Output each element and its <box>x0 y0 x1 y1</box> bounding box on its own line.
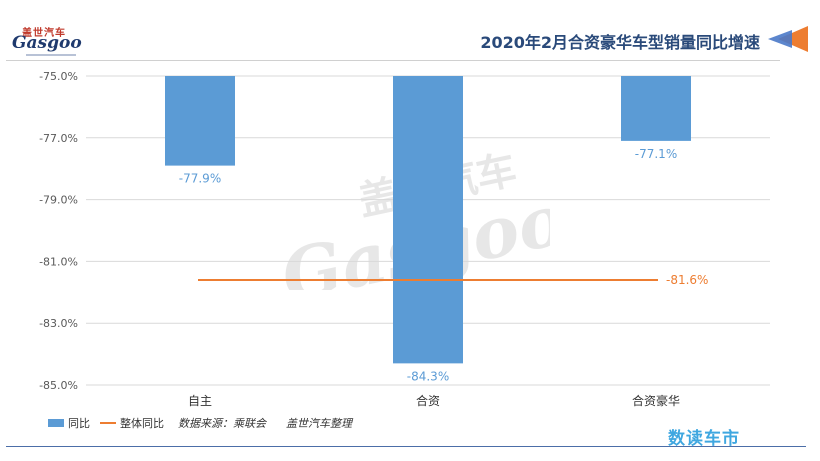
legend-line-label: 整体同比 <box>120 417 164 430</box>
footer-divider <box>6 446 806 447</box>
overall-line-label: -81.6% <box>666 273 708 287</box>
overall-line: -81.6% <box>198 273 708 287</box>
header-divider <box>6 60 780 61</box>
y-axis-ticks: -75.0% -77.0% -79.0% -81.0% -83.0% -85.0% <box>39 70 78 392</box>
y-tick-label: -83.0% <box>39 317 78 330</box>
data-source: 数据来源：乘联会 <box>178 417 266 430</box>
x-axis-ticks: 自主 合资 合资豪华 <box>188 393 680 408</box>
chart-title: 2020年2月合资豪华车型销量同比增速 <box>480 33 760 52</box>
y-tick-label: -77.0% <box>39 132 78 145</box>
bar-1 <box>393 76 463 364</box>
bars <box>165 76 691 364</box>
gasgoo-logo: 盖世汽车 Gasgoo <box>12 24 84 56</box>
editor-credit: 盖世汽车整理 <box>286 417 352 430</box>
y-tick-label: -79.0% <box>39 194 78 207</box>
footer-brand: 数读车市 <box>668 429 740 449</box>
legend-line-swatch <box>100 422 116 424</box>
y-tick-label: -75.0% <box>39 70 78 83</box>
x-tick-label: 合资 <box>416 393 440 408</box>
y-tick-label: -81.0% <box>39 255 78 268</box>
logo-chinese-text: 盖世汽车 <box>22 28 66 39</box>
bar-data-label: -77.1% <box>635 147 677 161</box>
bar-data-label: -77.9% <box>179 172 221 186</box>
x-tick-label: 合资豪华 <box>632 393 680 408</box>
bar-data-label: -84.3% <box>407 369 449 383</box>
logo-underline <box>26 54 76 56</box>
arrow-left-icon <box>768 26 808 52</box>
x-tick-label: 自主 <box>188 394 212 408</box>
legend-bar-label: 同比 <box>68 417 90 430</box>
logo-wordmark: Gasgoo <box>12 33 82 53</box>
bar-2 <box>621 76 691 141</box>
legend: 同比 整体同比 数据来源：乘联会 盖世汽车整理 <box>48 415 352 431</box>
bar-0 <box>165 76 235 166</box>
legend-bar-swatch <box>48 419 64 427</box>
y-tick-label: -85.0% <box>39 379 78 392</box>
data-labels: -77.9% -84.3% -77.1% <box>179 147 677 383</box>
